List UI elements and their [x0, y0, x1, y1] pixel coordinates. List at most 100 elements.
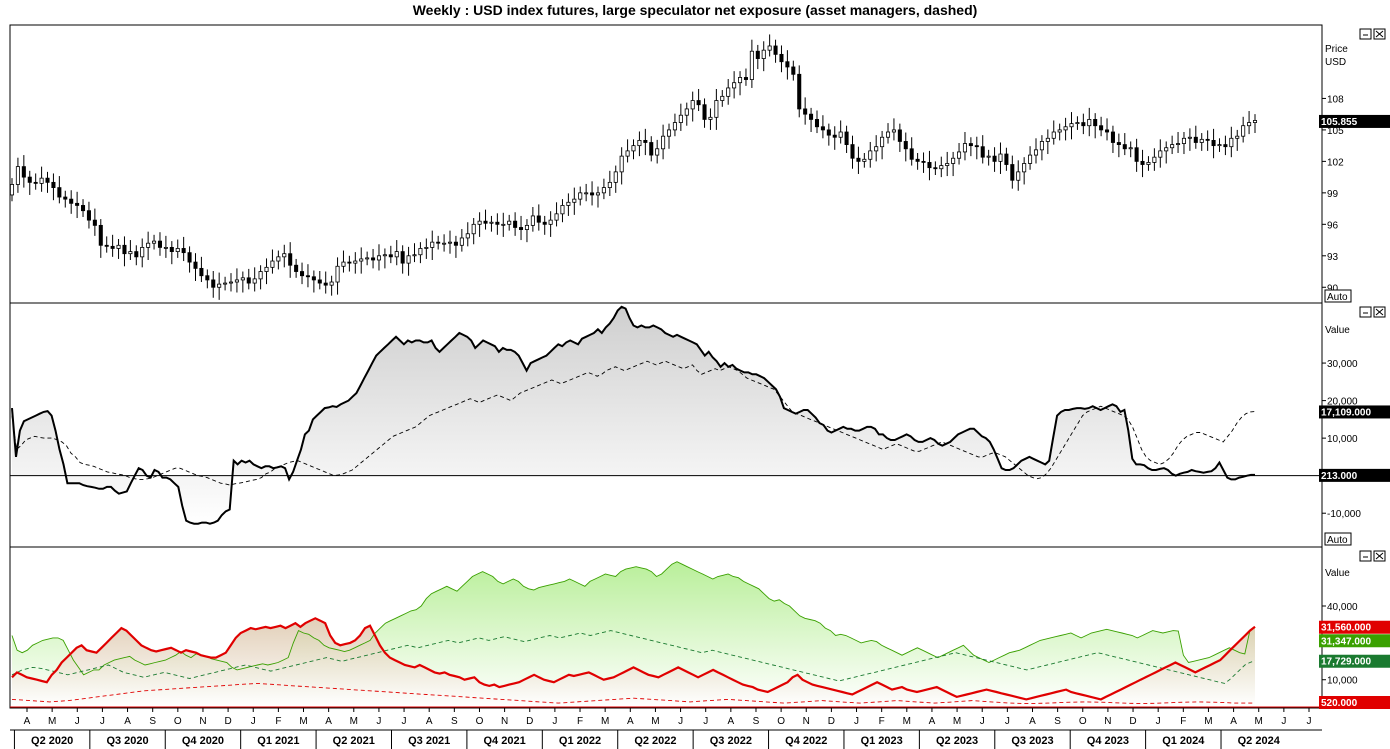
price-candle-78 — [471, 218, 476, 245]
price-candle-126 — [755, 44, 760, 70]
month-label-4: A — [124, 716, 131, 727]
month-label-26: J — [678, 716, 683, 727]
price-candle-124 — [743, 68, 748, 86]
price-candle-body-131 — [785, 61, 790, 68]
price-candle-197 — [1176, 132, 1181, 153]
price-candle-body-100 — [601, 187, 606, 194]
price-candle-body-204 — [1217, 144, 1222, 147]
price-candle-165 — [986, 149, 991, 166]
price-candle-195 — [1164, 141, 1169, 164]
price-candle-77 — [465, 222, 470, 247]
price-candle-body-50 — [305, 275, 310, 278]
price-candle-body-17 — [110, 245, 115, 249]
price-candle-body-173 — [1033, 149, 1039, 156]
short-area — [12, 618, 1255, 706]
price-candle-95 — [572, 187, 577, 215]
price-candle-23 — [146, 231, 151, 260]
price-candle-101 — [607, 170, 612, 196]
price-candle-body-195 — [1164, 147, 1169, 152]
price-candle-body-43 — [264, 266, 269, 272]
price-candle-body-40 — [246, 277, 251, 284]
price-candle-body-51 — [311, 276, 316, 281]
price-candle-171 — [1022, 157, 1027, 185]
price-candle-body-26 — [163, 246, 168, 249]
month-label-42: O — [1079, 716, 1087, 727]
price-candle-32 — [199, 256, 204, 283]
price-candle-body-143 — [856, 157, 861, 162]
price-candle-body-123 — [738, 77, 743, 84]
price-candle-body-148 — [885, 131, 891, 138]
price-candle-body-191 — [1140, 160, 1145, 165]
price-candle-7 — [51, 173, 56, 201]
price-candle-164 — [980, 135, 985, 164]
price-auto-label: Auto — [1327, 292, 1348, 303]
price-candle-167 — [998, 142, 1003, 174]
price-candle-body-132 — [791, 66, 796, 75]
price-candle-112 — [672, 113, 677, 137]
price-candle-5 — [39, 166, 44, 192]
price-candle-body-98 — [590, 192, 595, 196]
panel-close-glyph-3 — [1375, 552, 1384, 560]
price-candle-body-201 — [1199, 138, 1204, 143]
pos-badge-2 — [1319, 654, 1390, 668]
price-candle-83 — [501, 212, 506, 237]
quarter-label-13: Q3 2023 — [1011, 735, 1053, 747]
price-candle-body-130 — [779, 53, 784, 63]
price-candle-203 — [1211, 128, 1216, 159]
price-candle-94 — [566, 193, 571, 216]
price-candle-body-23 — [146, 242, 151, 248]
price-candle-67 — [406, 246, 411, 276]
price-candle-body-138 — [826, 129, 831, 136]
month-label-1: M — [48, 716, 56, 727]
price-candle-26 — [163, 235, 168, 258]
price-candle-98 — [590, 181, 595, 206]
price-candle-body-175 — [1045, 137, 1050, 142]
price-candle-33 — [205, 269, 210, 289]
price-candle-155 — [927, 150, 932, 181]
panel-minimize-icon-2 — [1359, 306, 1372, 318]
price-candle-body-176 — [1051, 131, 1056, 139]
price-candle-200 — [1193, 125, 1198, 149]
month-label-5: S — [149, 716, 156, 727]
price-candle-44 — [270, 249, 275, 274]
price-candle-body-38 — [234, 279, 239, 283]
price-candle-body-29 — [181, 248, 186, 254]
price-candle-188 — [1122, 133, 1127, 156]
price-candle-body-206 — [1229, 137, 1234, 148]
price-candle-body-25 — [157, 240, 162, 248]
price-candle-71 — [430, 230, 435, 260]
price-candle-104 — [625, 139, 630, 163]
price-candle-body-35 — [217, 283, 222, 288]
price-candle-18 — [116, 239, 121, 259]
price-candle-body-181 — [1081, 122, 1086, 127]
price-candle-body-14 — [92, 219, 97, 226]
quarter-label-0: Q2 2020 — [31, 735, 73, 747]
net-badge-1 — [1319, 468, 1390, 482]
price-candle-89 — [536, 204, 541, 231]
price-candle-body-157 — [939, 165, 944, 170]
price-candle-34 — [211, 271, 216, 298]
net-axis-title: Value — [1325, 325, 1350, 336]
price-candle-64 — [388, 245, 393, 264]
quarter-label-9: Q3 2022 — [710, 735, 752, 747]
price-candle-body-194 — [1158, 150, 1163, 158]
price-candle-73 — [442, 234, 447, 252]
price-tick-label-0: 90 — [1327, 283, 1339, 294]
month-label-11: M — [299, 716, 307, 727]
month-label-39: J — [1005, 716, 1010, 727]
price-candle-28 — [175, 239, 180, 258]
price-candle-body-115 — [690, 100, 695, 110]
price-candle-body-48 — [294, 264, 299, 272]
price-candle-205 — [1223, 135, 1228, 156]
price-candle-body-199 — [1187, 136, 1192, 139]
price-candle-163 — [974, 136, 979, 160]
price-candle-178 — [1063, 117, 1068, 141]
asset-managers-long-line — [11, 630, 1256, 684]
net-auto-button — [1324, 532, 1352, 546]
month-label-0: A — [24, 716, 31, 727]
price-candle-182 — [1087, 107, 1092, 137]
month-label-38: J — [980, 716, 985, 727]
price-candle-128 — [767, 34, 772, 57]
price-candle-body-81 — [489, 221, 494, 224]
price-candle-127 — [761, 41, 766, 72]
